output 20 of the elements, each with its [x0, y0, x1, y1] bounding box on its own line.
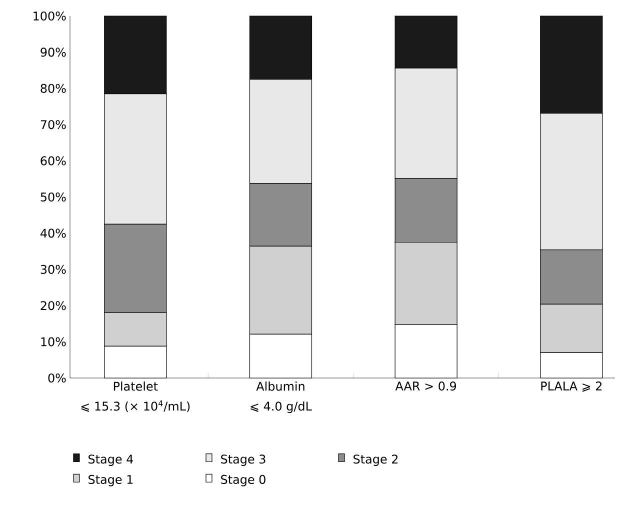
legend-label: Stage 4 [88, 454, 134, 466]
y-tick-label: 0% [48, 373, 66, 383]
y-tick-label: 50% [40, 192, 66, 202]
legend-label: Stage 0 [221, 474, 266, 486]
legend-label: Stage 2 [354, 454, 398, 466]
legend-label: Stage 3 [221, 454, 266, 466]
y-tick-label: 40% [40, 228, 66, 238]
y-tick-label: 10% [41, 337, 66, 346]
x-tick-label: AAR > 0.9 [395, 382, 456, 391]
legend-label: Stage 1 [88, 474, 133, 486]
y-tick-label: 80% [40, 84, 66, 93]
y-tick-label: 100% [34, 11, 66, 21]
y-tick-label: 60% [40, 156, 66, 166]
y-tick-label: 30% [40, 264, 66, 274]
y-tick-label: 90% [40, 48, 66, 57]
y-tick-label: 70% [40, 120, 66, 130]
y-tick-label: 20% [40, 301, 66, 310]
x-tick-label: Albumin ⩽ 4.0 g/dL [250, 382, 312, 414]
x-tick-label: PLALA ⩾ 2 [541, 382, 602, 392]
x-tick-label: Platelet ⩽ 15.3 (× 10$^{4}$/mL) [81, 382, 190, 412]
